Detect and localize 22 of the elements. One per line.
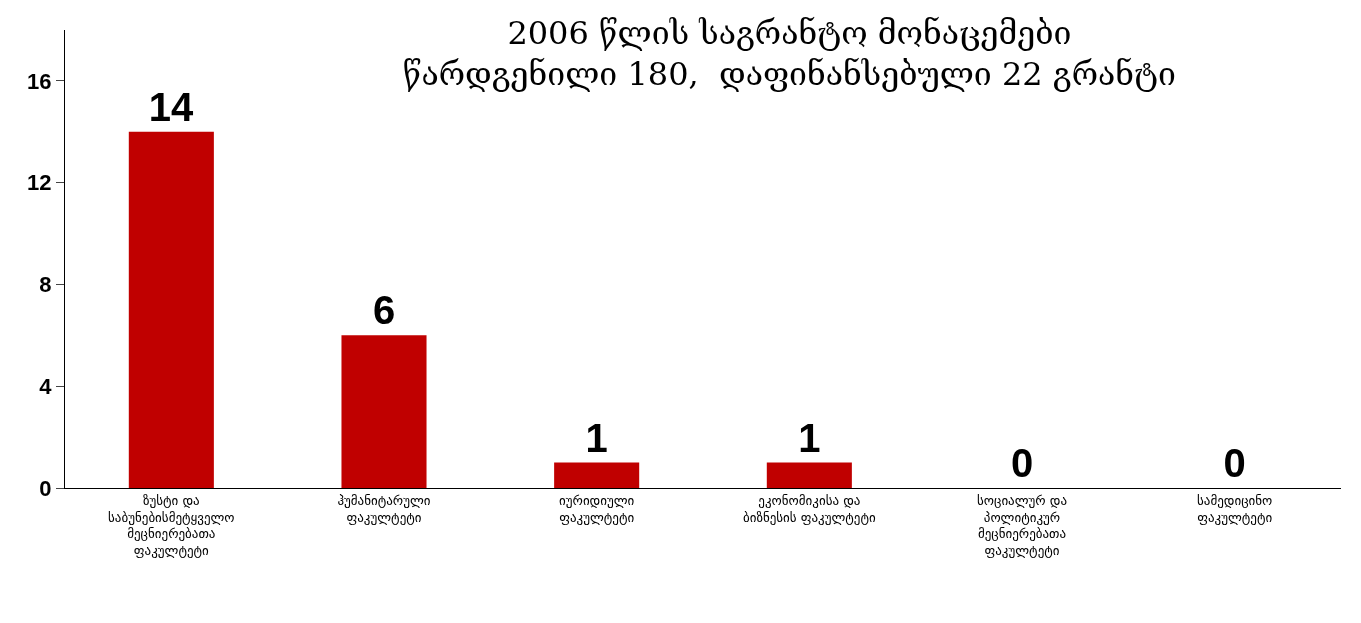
x-tick-label: სოციალურ და პოლიტიკურ მეცნიერებათა ფაკულტეტი — [976, 492, 1068, 559]
bar — [341, 335, 427, 488]
bar — [766, 462, 852, 488]
bar — [554, 462, 640, 488]
data-label: 1 — [585, 415, 608, 460]
chart-title: 2006 წლის საგრანტო მონაცემები წარდგენილი 180, დაფინანსებული 22 გრანტი — [402, 13, 1176, 94]
x-tick-label: სამედიცინო ფაკულტეტი — [1197, 492, 1273, 525]
data-label: 14 — [148, 84, 194, 129]
data-label: 6 — [372, 288, 396, 333]
x-tick-label: ზუსტი და საბუნებისმეტყველო მეცნიერებათა ფაკულტეტი — [108, 492, 235, 559]
y-tick-label: 4 — [39, 373, 53, 399]
data-label: 0 — [1010, 441, 1034, 485]
y-tick-label: 16 — [27, 68, 52, 94]
y-tick-label: 12 — [27, 170, 52, 196]
x-tick-label: ეკონომიკისა და ბიზნესის ფაკულტეტი — [742, 492, 876, 525]
y-tick-label: 0 — [39, 475, 52, 501]
data-label: 0 — [1223, 441, 1246, 485]
y-tick-label: 8 — [39, 272, 52, 298]
x-tick-label: ჰუმანიტარული ფაკულტეტი — [337, 492, 431, 525]
x-tick-label: იურიდიული ფაკულტეტი — [559, 492, 635, 525]
bar — [128, 131, 214, 488]
data-label: 1 — [798, 415, 821, 460]
